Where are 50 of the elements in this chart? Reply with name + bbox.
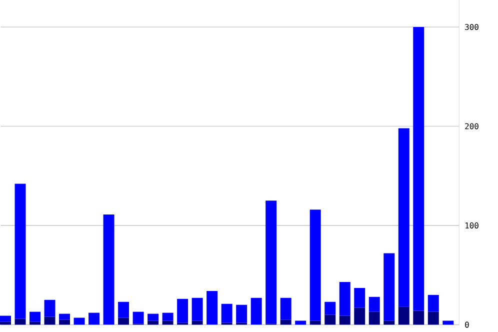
- bar: [384, 320, 395, 325]
- bar: [192, 298, 203, 321]
- bar: [74, 318, 85, 325]
- bar: [413, 311, 424, 325]
- bar: [0, 316, 11, 322]
- bar: [192, 320, 203, 325]
- bar: [14, 318, 26, 325]
- bar: [442, 320, 454, 325]
- bar: [177, 299, 188, 323]
- bar: [310, 320, 321, 325]
- bar: [368, 312, 380, 325]
- bar: [354, 288, 366, 308]
- bar: [310, 210, 321, 321]
- bar: [30, 312, 40, 322]
- bar: [88, 313, 100, 325]
- bar: [295, 320, 306, 325]
- bar: [384, 253, 395, 321]
- bar: [132, 312, 144, 324]
- bar: [354, 308, 366, 325]
- bar: [148, 320, 159, 325]
- bar: [118, 302, 130, 318]
- bar: [236, 305, 248, 323]
- bar: [103, 214, 114, 325]
- bar: [59, 320, 70, 325]
- bar: [59, 314, 70, 320]
- bar: [324, 302, 336, 315]
- bar: [339, 316, 350, 325]
- bar: [250, 298, 262, 325]
- bar: [324, 315, 336, 325]
- bar: [162, 313, 174, 321]
- bar: [44, 316, 56, 325]
- bar: [266, 200, 277, 324]
- bar: [162, 320, 174, 325]
- bar: [221, 304, 232, 323]
- bar: [280, 320, 292, 325]
- bar: [398, 128, 410, 308]
- bar: [428, 295, 439, 312]
- bar: [118, 318, 130, 325]
- bar: [44, 300, 56, 317]
- bar: [206, 291, 218, 325]
- bar: [398, 307, 410, 325]
- bar: [0, 322, 11, 325]
- bar: [280, 298, 292, 320]
- bar: [148, 314, 159, 321]
- bar: [428, 312, 439, 325]
- bar: [413, 27, 424, 312]
- bar: [368, 297, 380, 312]
- bar: [30, 322, 40, 325]
- bar: [339, 282, 350, 316]
- bar: [14, 184, 26, 319]
